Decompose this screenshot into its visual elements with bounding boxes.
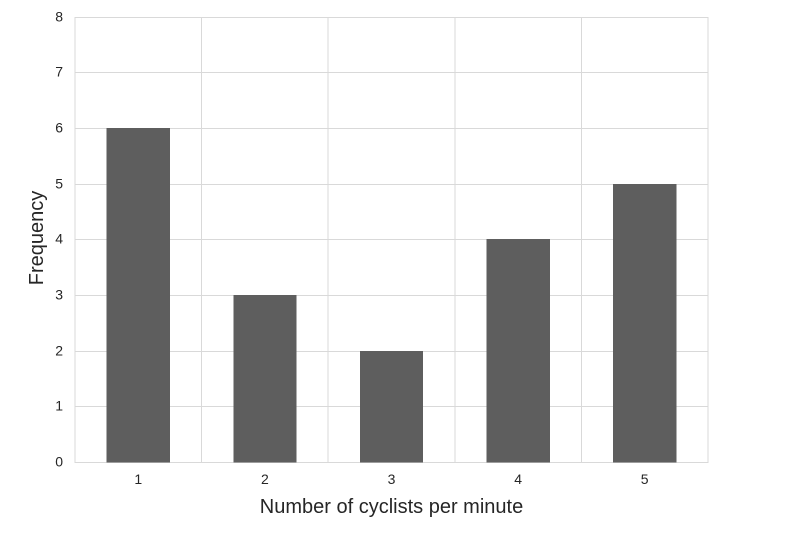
svg-text:8: 8 (55, 8, 63, 24)
svg-text:4: 4 (55, 230, 63, 246)
svg-text:7: 7 (55, 63, 63, 79)
svg-text:4: 4 (514, 471, 522, 487)
svg-text:2: 2 (261, 471, 269, 487)
svg-text:5: 5 (55, 175, 63, 191)
svg-text:3: 3 (388, 471, 396, 487)
svg-text:1: 1 (134, 471, 142, 487)
svg-text:3: 3 (55, 286, 63, 302)
svg-text:Frequency: Frequency (26, 191, 48, 286)
svg-text:Number of cyclists per minute: Number of cyclists per minute (260, 496, 523, 518)
svg-text:5: 5 (641, 471, 649, 487)
svg-text:2: 2 (55, 342, 63, 358)
svg-text:0: 0 (55, 453, 63, 469)
svg-text:6: 6 (55, 119, 63, 135)
svg-text:1: 1 (55, 397, 63, 413)
